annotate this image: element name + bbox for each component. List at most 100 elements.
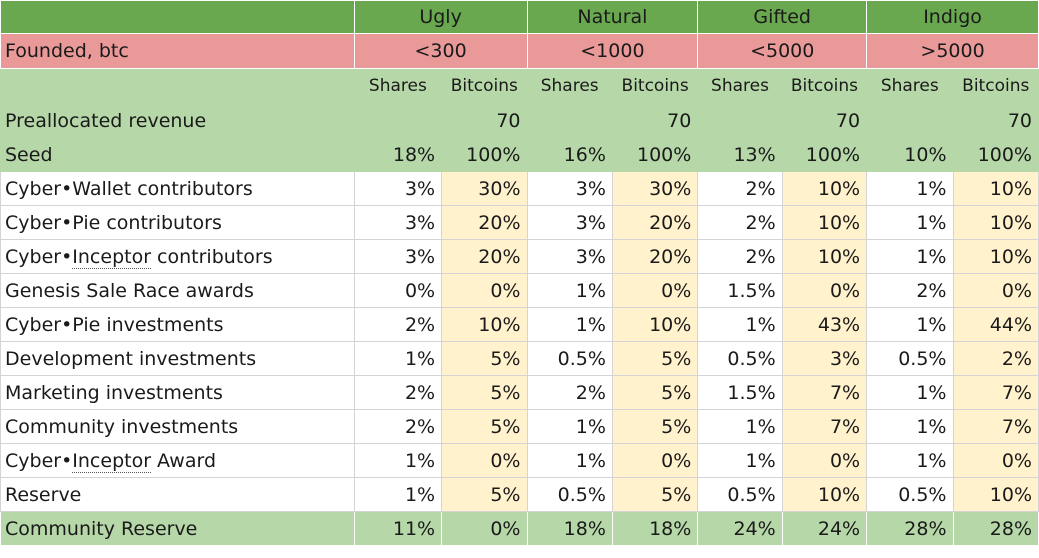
bitcoins-cell: 0%: [611, 443, 699, 478]
shares-cell: 1%: [866, 409, 954, 444]
shares-cell: 1%: [866, 375, 954, 410]
shares-cell: 1%: [353, 341, 443, 376]
bitcoins-cell: 3%: [781, 341, 868, 376]
shares-cell: 0.5%: [697, 341, 783, 376]
row-label: Community Reserve: [0, 511, 355, 546]
bitcoins-cell: 7%: [952, 375, 1039, 410]
bitcoins-cell: 10%: [781, 239, 868, 274]
shares-cell: 1%: [353, 443, 443, 478]
bitcoins-cell: 70: [952, 103, 1039, 138]
shares-cell: 3%: [526, 239, 613, 274]
sub-header-blank: [0, 68, 355, 104]
shares-cell: 1%: [866, 239, 954, 274]
bitcoins-cell: 0%: [952, 443, 1039, 478]
founded-threshold: <300: [353, 33, 528, 69]
bitcoins-cell: 10%: [781, 171, 868, 206]
bitcoins-cell: 100%: [781, 137, 868, 172]
shares-cell: [697, 103, 783, 138]
bitcoins-cell: 5%: [611, 477, 699, 512]
label-prefix: Cyber•: [5, 177, 73, 200]
label-prefix: Cyber•: [5, 211, 73, 234]
label-prefix: Cyber•: [5, 313, 73, 336]
bitcoins-cell: 30%: [441, 171, 528, 206]
shares-cell: 0.5%: [526, 341, 613, 376]
shares-cell: 1%: [526, 307, 613, 342]
row-label: Genesis Sale Race awards: [0, 273, 355, 308]
bitcoins-cell: 5%: [441, 341, 528, 376]
label-text: Marketing investments: [5, 381, 223, 404]
table-row: Cyber•Inceptor Award 1% 0% 1% 0% 1% 0% 1% 0%: [0, 443, 1039, 478]
bitcoins-header: Bitcoins: [952, 68, 1039, 104]
bitcoins-cell: 10%: [952, 205, 1039, 240]
shares-header: Shares: [697, 68, 783, 104]
shares-header: Shares: [353, 68, 443, 104]
shares-cell: 2%: [353, 375, 443, 410]
row-label: Cyber•Wallet contributors: [0, 171, 355, 206]
shares-cell: 2%: [526, 375, 613, 410]
shares-cell: [866, 103, 954, 138]
table-row: Genesis Sale Race awards 0% 0% 1% 0% 1.5% 0% 2%…: [0, 273, 1039, 308]
shares-cell: 2%: [697, 239, 783, 274]
label-underlined-word: Inceptor: [72, 449, 152, 473]
bitcoins-cell: 10%: [952, 239, 1039, 274]
row-label: Development investments: [0, 341, 355, 376]
shares-header: Shares: [866, 68, 954, 104]
label-text: contributors: [151, 245, 273, 268]
bitcoins-cell: 20%: [441, 205, 528, 240]
tier-name: Indigo: [866, 0, 1039, 34]
bitcoins-cell: 10%: [441, 307, 528, 342]
bitcoins-cell: 10%: [952, 477, 1039, 512]
shares-cell: 0.5%: [866, 477, 954, 512]
shares-cell: 0%: [353, 273, 443, 308]
bitcoins-cell: 100%: [611, 137, 699, 172]
allocation-table: Ugly Natural Gifted Indigo Founded, btc <300 <…: [0, 0, 1039, 546]
bitcoins-cell: 0%: [781, 443, 868, 478]
tier-header-row: Ugly Natural Gifted Indigo: [0, 0, 1039, 34]
row-label: Preallocated revenue: [0, 103, 355, 138]
label-text: Genesis Sale Race awards: [5, 279, 254, 302]
shares-cell: 10%: [866, 137, 954, 172]
bitcoins-cell: 70: [611, 103, 699, 138]
tier-name: Ugly: [353, 0, 528, 34]
table-row: Cyber•Wallet contributors 3% 30% 3% 30% 2% 10%…: [0, 171, 1039, 206]
bitcoins-cell: 0%: [441, 273, 528, 308]
bitcoins-cell: 5%: [441, 375, 528, 410]
seed-row: Seed 18% 100% 16% 100% 13% 100% 10% 100%: [0, 137, 1039, 172]
shares-cell: 3%: [526, 171, 613, 206]
shares-cell: 24%: [697, 511, 783, 546]
bitcoins-cell: 10%: [952, 171, 1039, 206]
bitcoins-header: Bitcoins: [781, 68, 868, 104]
bitcoins-cell: 10%: [781, 205, 868, 240]
founded-row: Founded, btc <300 <1000 <5000 >5000: [0, 33, 1039, 69]
row-label: Cyber•Pie contributors: [0, 205, 355, 240]
shares-cell: 11%: [353, 511, 443, 546]
bitcoins-cell: 7%: [781, 409, 868, 444]
label-underlined-word: Inceptor: [72, 245, 152, 269]
row-label: Cyber•Pie investments: [0, 307, 355, 342]
community-reserve-row: Community Reserve 11% 0% 18% 18% 24% 24% 28% 28%: [0, 511, 1039, 546]
tier-name: Natural: [526, 0, 699, 34]
bitcoins-header: Bitcoins: [441, 68, 528, 104]
bitcoins-cell: 5%: [611, 375, 699, 410]
shares-cell: 1%: [866, 443, 954, 478]
bitcoins-cell: 2%: [952, 341, 1039, 376]
bitcoins-cell: 0%: [441, 511, 528, 546]
shares-cell: 3%: [526, 205, 613, 240]
bitcoins-cell: 5%: [441, 477, 528, 512]
bitcoins-cell: 0%: [611, 273, 699, 308]
shares-cell: 1%: [697, 307, 783, 342]
label-text: Pie contributors: [72, 211, 222, 234]
bitcoins-cell: 20%: [611, 205, 699, 240]
row-label: Marketing investments: [0, 375, 355, 410]
shares-cell: 0.5%: [697, 477, 783, 512]
shares-cell: 2%: [353, 409, 443, 444]
label-text: Award: [151, 449, 217, 472]
bitcoins-cell: 0%: [952, 273, 1039, 308]
row-label: Community investments: [0, 409, 355, 444]
shares-cell: 2%: [866, 273, 954, 308]
shares-cell: 13%: [697, 137, 783, 172]
table-row: Development investments 1% 5% 0.5% 5% 0.5% 3% 0…: [0, 341, 1039, 376]
bitcoins-cell: 7%: [952, 409, 1039, 444]
corner-cell: [0, 0, 355, 34]
shares-cell: 3%: [353, 205, 443, 240]
